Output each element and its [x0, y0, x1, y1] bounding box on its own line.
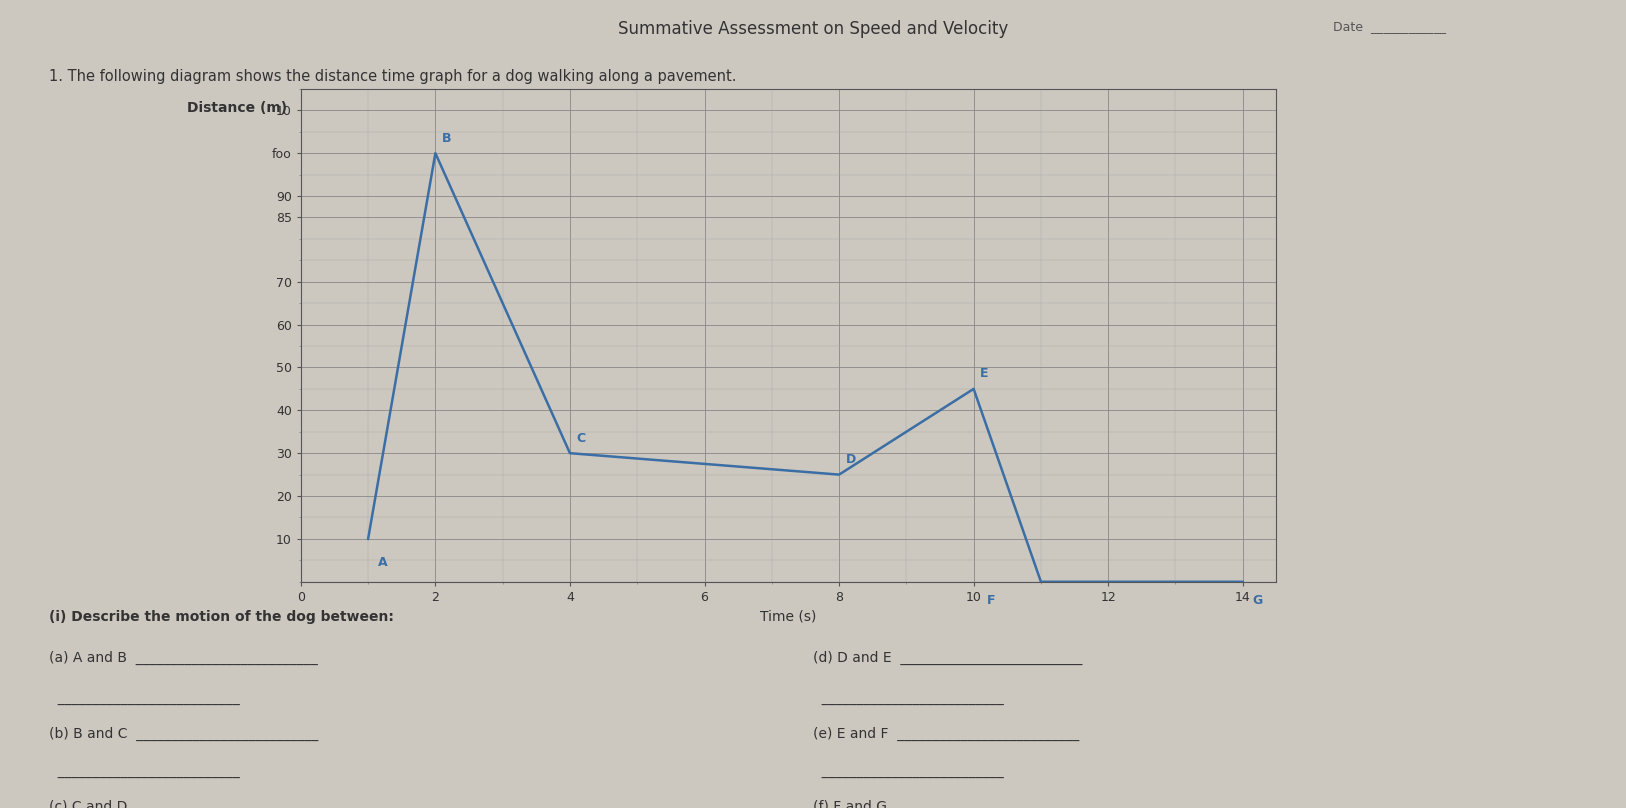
Text: (c) C and D  __________________________: (c) C and D __________________________	[49, 800, 319, 808]
Text: __________________________: __________________________	[813, 764, 1003, 777]
Text: F: F	[987, 595, 995, 608]
Text: Distance (m): Distance (m)	[187, 101, 288, 115]
Text: __________________________: __________________________	[49, 691, 239, 705]
Text: Summative Assessment on Speed and Velocity: Summative Assessment on Speed and Veloci…	[618, 20, 1008, 38]
Text: 1. The following diagram shows the distance time graph for a dog walking along a: 1. The following diagram shows the dista…	[49, 69, 737, 84]
Text: (f) F and G  __________________________: (f) F and G __________________________	[813, 800, 1078, 808]
Text: (a) A and B  __________________________: (a) A and B __________________________	[49, 650, 317, 665]
Text: (d) D and E  __________________________: (d) D and E __________________________	[813, 650, 1083, 665]
Text: C: C	[577, 431, 585, 444]
Text: Date  ____________: Date ____________	[1333, 20, 1446, 33]
Text: D: D	[846, 453, 855, 466]
Text: E: E	[980, 368, 989, 381]
Text: (b) B and C  __________________________: (b) B and C __________________________	[49, 727, 319, 742]
Text: (e) E and F  __________________________: (e) E and F __________________________	[813, 727, 1080, 742]
Text: __________________________: __________________________	[49, 764, 239, 777]
Text: __________________________: __________________________	[813, 691, 1003, 705]
Text: G: G	[1254, 595, 1263, 608]
X-axis label: Time (s): Time (s)	[761, 609, 816, 623]
Text: A: A	[379, 556, 389, 569]
Text: B: B	[442, 132, 452, 145]
Text: (i) Describe the motion of the dog between:: (i) Describe the motion of the dog betwe…	[49, 610, 393, 624]
